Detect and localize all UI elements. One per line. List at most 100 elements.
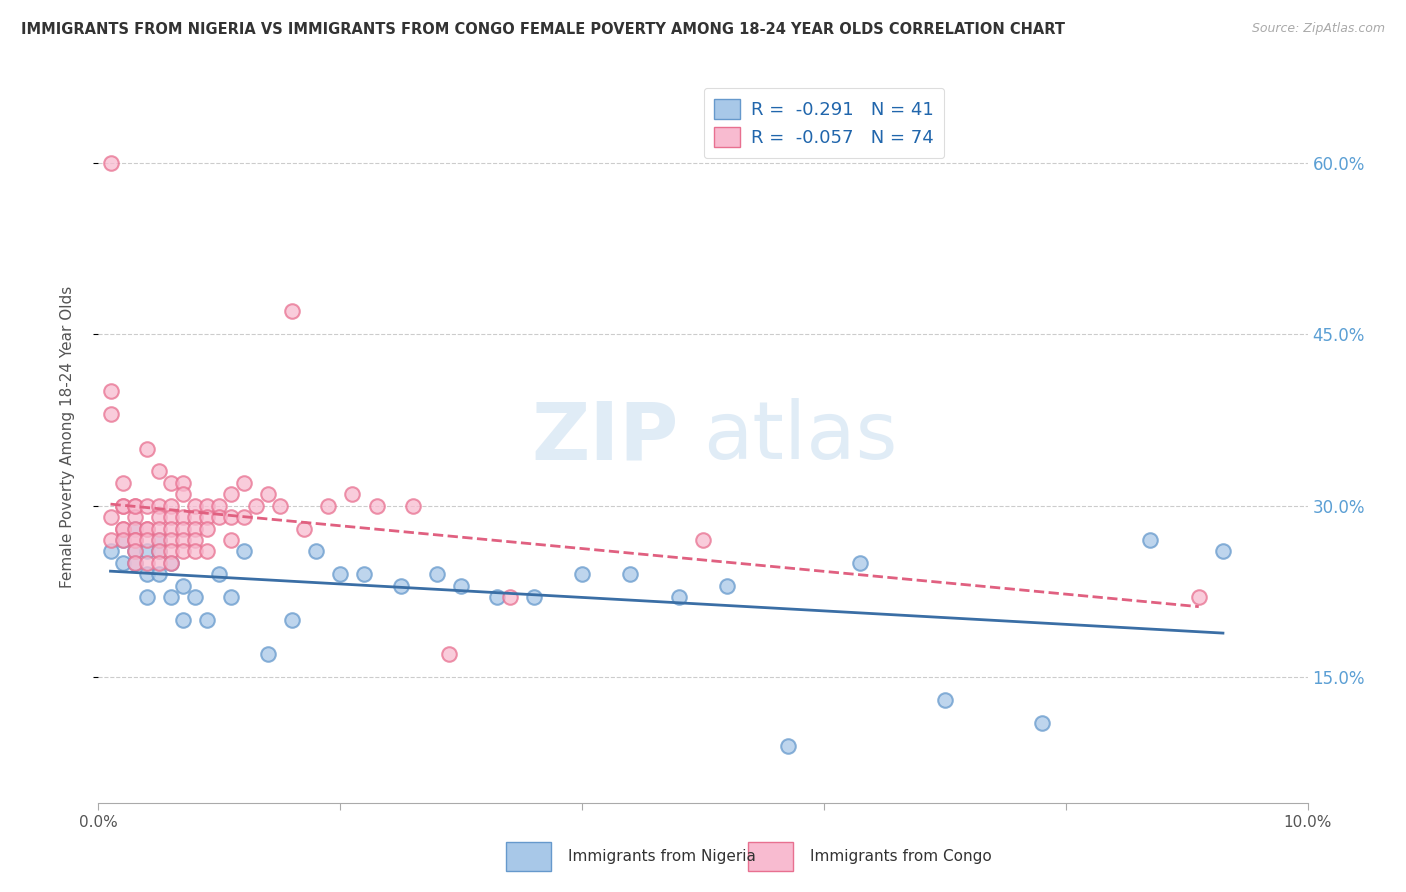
- Point: [172, 579, 194, 593]
- Point: [135, 590, 157, 604]
- Point: [934, 693, 956, 707]
- Point: [148, 567, 170, 582]
- Point: [148, 544, 170, 558]
- Point: [221, 510, 243, 524]
- Point: [124, 499, 146, 513]
- Point: [353, 567, 375, 582]
- Point: [172, 613, 194, 627]
- Point: [148, 544, 170, 558]
- Point: [124, 521, 146, 535]
- Point: [100, 384, 122, 399]
- Point: [135, 556, 157, 570]
- Point: [111, 521, 134, 535]
- Point: [172, 544, 194, 558]
- Point: [124, 556, 146, 570]
- Point: [195, 613, 218, 627]
- Point: [1212, 544, 1234, 558]
- Point: [245, 499, 267, 513]
- Point: [148, 521, 170, 535]
- Point: [221, 533, 243, 547]
- Point: [269, 499, 291, 513]
- Point: [100, 407, 122, 421]
- Point: [160, 556, 183, 570]
- Point: [232, 510, 254, 524]
- Point: [135, 521, 157, 535]
- Point: [172, 487, 194, 501]
- Point: [160, 521, 183, 535]
- Point: [100, 510, 122, 524]
- Point: [450, 579, 472, 593]
- Point: [184, 544, 207, 558]
- Point: [716, 579, 738, 593]
- Point: [111, 556, 134, 570]
- Legend: R =  -0.291   N = 41, R =  -0.057   N = 74: R = -0.291 N = 41, R = -0.057 N = 74: [703, 87, 945, 158]
- Point: [849, 556, 872, 570]
- Point: [571, 567, 593, 582]
- Point: [184, 533, 207, 547]
- Text: ZIP: ZIP: [531, 398, 679, 476]
- Point: [305, 544, 328, 558]
- Point: [148, 510, 170, 524]
- Point: [208, 567, 231, 582]
- Point: [256, 647, 278, 661]
- Point: [135, 499, 157, 513]
- Point: [135, 567, 157, 582]
- Point: [124, 521, 146, 535]
- Point: [160, 533, 183, 547]
- Point: [160, 544, 183, 558]
- Point: [426, 567, 449, 582]
- Point: [135, 544, 157, 558]
- Text: Source: ZipAtlas.com: Source: ZipAtlas.com: [1251, 22, 1385, 36]
- Point: [111, 533, 134, 547]
- Point: [184, 521, 207, 535]
- Point: [232, 544, 254, 558]
- Point: [124, 510, 146, 524]
- Point: [184, 499, 207, 513]
- Point: [195, 499, 218, 513]
- Point: [281, 304, 304, 318]
- FancyBboxPatch shape: [506, 842, 551, 871]
- Point: [1188, 590, 1211, 604]
- Point: [111, 521, 134, 535]
- Point: [111, 499, 134, 513]
- Text: atlas: atlas: [703, 398, 897, 476]
- Point: [184, 510, 207, 524]
- Point: [437, 647, 460, 661]
- Point: [100, 544, 122, 558]
- Point: [160, 475, 183, 490]
- Point: [776, 739, 799, 753]
- Point: [281, 613, 304, 627]
- Point: [232, 475, 254, 490]
- Point: [692, 533, 714, 547]
- Point: [221, 590, 243, 604]
- Point: [1139, 533, 1161, 547]
- Point: [148, 556, 170, 570]
- Y-axis label: Female Poverty Among 18-24 Year Olds: Female Poverty Among 18-24 Year Olds: [60, 286, 75, 588]
- Point: [100, 533, 122, 547]
- Point: [148, 533, 170, 547]
- Point: [498, 590, 520, 604]
- Point: [389, 579, 412, 593]
- Point: [135, 442, 157, 456]
- Point: [256, 487, 278, 501]
- Point: [329, 567, 352, 582]
- Text: Immigrants from Congo: Immigrants from Congo: [810, 849, 991, 863]
- Point: [160, 499, 183, 513]
- Point: [195, 521, 218, 535]
- Point: [292, 521, 315, 535]
- Point: [160, 590, 183, 604]
- Point: [221, 487, 243, 501]
- Point: [135, 521, 157, 535]
- Point: [366, 499, 388, 513]
- Point: [208, 510, 231, 524]
- Point: [172, 533, 194, 547]
- Point: [124, 533, 146, 547]
- Point: [124, 533, 146, 547]
- Point: [135, 533, 157, 547]
- Point: [124, 544, 146, 558]
- Point: [160, 556, 183, 570]
- Point: [195, 510, 218, 524]
- Point: [148, 464, 170, 478]
- Point: [124, 556, 146, 570]
- Point: [342, 487, 364, 501]
